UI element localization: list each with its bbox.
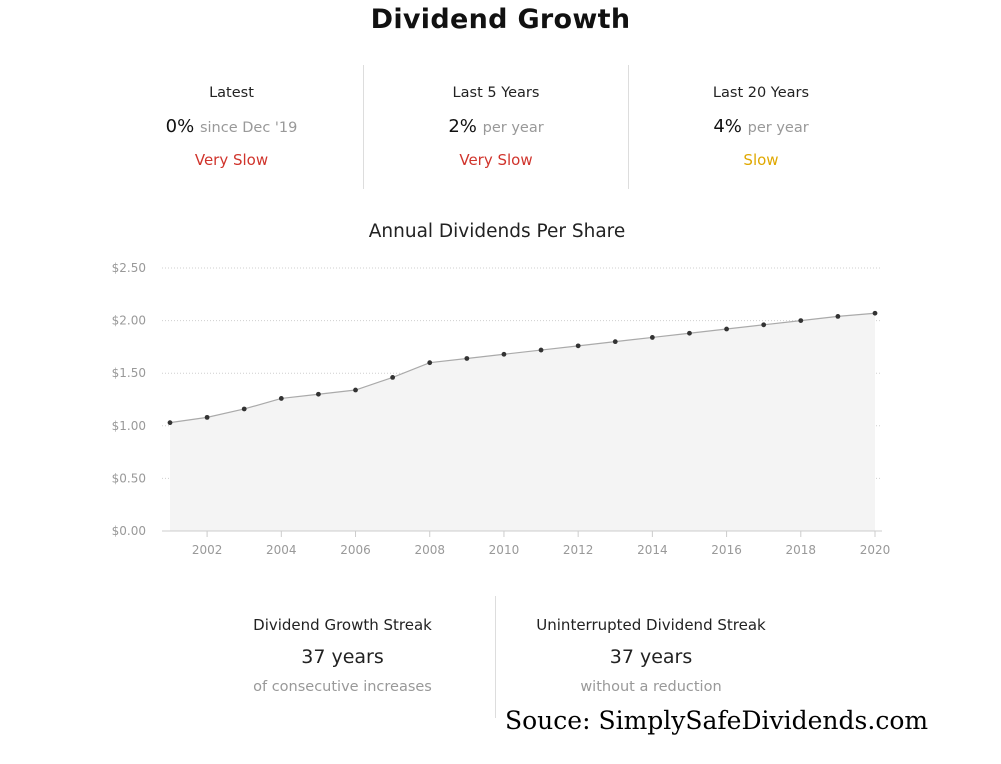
x-tick-label: 2004 (266, 543, 297, 557)
data-point (390, 375, 396, 380)
data-point (241, 406, 247, 412)
stat-20y-label: Last 20 Years (712, 85, 810, 101)
y-tick-label: $2.50 (112, 261, 146, 275)
page-title: Dividend Growth (370, 4, 631, 35)
data-point (724, 326, 729, 332)
data-point (538, 347, 544, 353)
y-tick-label: $1.00 (112, 419, 146, 433)
dividend-growth-stats: Latest 0% since Dec '19 Very Slow Last 5… (100, 65, 893, 189)
series-line (169, 312, 876, 424)
uninterrupted-streak-note: without a reduction (580, 679, 722, 695)
data-point (278, 396, 284, 401)
data-point (167, 420, 173, 426)
stat-latest-value-line: 0% since Dec '19 (100, 116, 363, 137)
data-point (464, 356, 470, 361)
data-point (316, 391, 321, 397)
data-point (835, 313, 841, 319)
data-point (501, 351, 507, 357)
stat-20y-rating: Slow (743, 151, 779, 169)
stat-5y-value-line: 2% per year (364, 116, 628, 137)
x-tick-label: 2018 (786, 543, 817, 557)
x-tick-label: 2012 (563, 543, 594, 557)
chart-title: Annual Dividends Per Share (368, 221, 626, 242)
x-tick-label: 2006 (340, 543, 371, 557)
stat-5y-value: 2% (448, 116, 477, 137)
data-point (798, 318, 804, 323)
x-tick-label: 2008 (414, 543, 445, 557)
data-point (575, 343, 581, 349)
growth-streak-note: of consecutive increases (253, 679, 432, 695)
x-tick-label: 2020 (860, 543, 891, 557)
x-tick-label: 2002 (192, 543, 223, 557)
stat-last-20-years: Last 20 Years 4% per year Slow (629, 65, 893, 189)
source-credit: Souce: SimplySafeDividends.com (505, 706, 929, 735)
data-point (427, 360, 433, 366)
uninterrupted-streak-value: 37 years (609, 646, 693, 668)
stat-5y-label: Last 5 Years (452, 85, 540, 101)
series-area-fill (170, 313, 875, 531)
uninterrupted-dividend-streak: Uninterrupted Dividend Streak 37 years w… (496, 596, 806, 716)
stat-20y-value: 4% (713, 116, 742, 137)
stat-last-5-years: Last 5 Years 2% per year Very Slow (364, 65, 628, 189)
stat-divider (363, 65, 364, 189)
stat-5y-rating: Very Slow (459, 151, 533, 169)
stat-latest-rating: Very Slow (194, 151, 269, 169)
stat-latest-value: 0% (165, 116, 195, 137)
y-tick-label: $2.00 (112, 314, 146, 328)
data-point (649, 335, 655, 340)
x-tick-label: 2016 (711, 543, 742, 557)
growth-streak-label: Dividend Growth Streak (253, 616, 432, 634)
stat-20y-unit: per year (747, 120, 809, 136)
data-point (761, 322, 767, 328)
data-point (204, 414, 210, 420)
y-tick-label: $1.50 (112, 366, 146, 380)
stat-latest: Latest 0% since Dec '19 Very Slow (100, 65, 363, 189)
stat-latest-label: Latest (209, 85, 254, 101)
data-point (872, 310, 878, 316)
uninterrupted-streak-label: Uninterrupted Dividend Streak (536, 616, 766, 634)
growth-streak-value: 37 years (301, 646, 384, 668)
x-tick-label: 2010 (489, 543, 520, 557)
stat-divider (628, 65, 629, 189)
x-tick-label: 2014 (637, 543, 668, 557)
dividend-growth-streak: Dividend Growth Streak 37 years of conse… (190, 596, 495, 716)
y-tick-label: $0.00 (112, 524, 146, 538)
y-tick-label: $0.50 (112, 471, 146, 485)
data-point (687, 330, 692, 336)
annual-dividends-chart: $0.00 $0.50 $1.00 $1.50 $2.00 $2.50 2002 2004 20… (112, 261, 891, 557)
stat-5y-unit: per year (482, 120, 544, 136)
streak-divider (495, 596, 496, 718)
data-point (612, 339, 618, 345)
stat-latest-unit: since Dec '19 (199, 120, 298, 136)
data-point (353, 387, 358, 393)
stat-20y-value-line: 4% per year (629, 116, 893, 137)
